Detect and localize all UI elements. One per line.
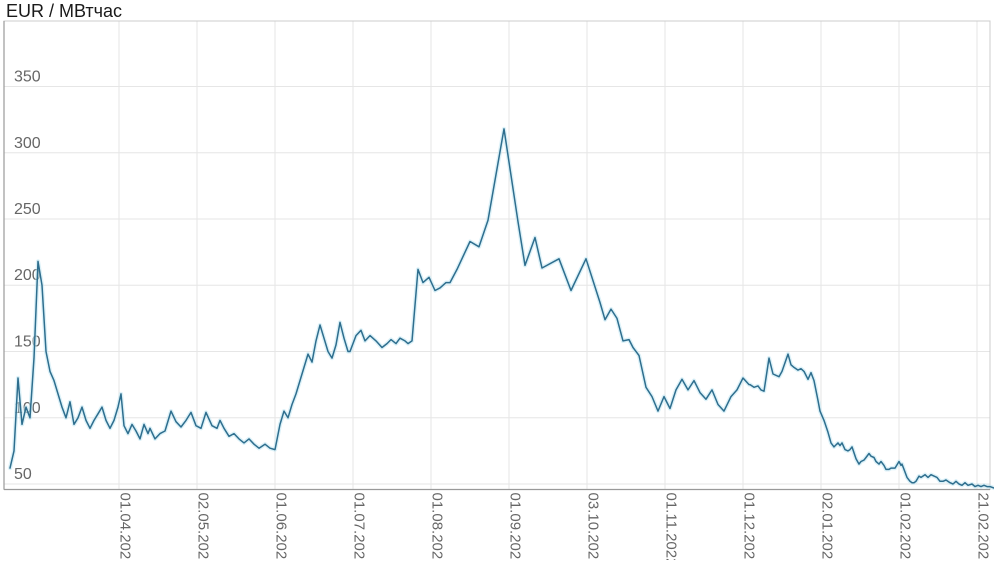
svg-text:01.04.2022: 01.04.2022: [117, 493, 134, 561]
svg-text:02.01.2023: 02.01.2023: [819, 493, 836, 561]
svg-text:01.12.2022: 01.12.2022: [741, 493, 758, 561]
svg-text:350: 350: [14, 69, 41, 86]
svg-text:300: 300: [14, 135, 41, 152]
svg-text:02.05.2022: 02.05.2022: [195, 493, 212, 561]
svg-text:01.11.2022: 01.11.2022: [663, 493, 680, 561]
svg-text:01.07.2022: 01.07.2022: [351, 493, 368, 561]
svg-text:250: 250: [14, 201, 41, 218]
svg-text:01.02.2023: 01.02.2023: [897, 493, 914, 561]
svg-text:01.09.2022: 01.09.2022: [507, 493, 524, 561]
svg-text:01.08.2022: 01.08.2022: [429, 493, 446, 561]
svg-text:01.06.2022: 01.06.2022: [273, 493, 290, 561]
svg-text:03.10.2022: 03.10.2022: [585, 493, 602, 561]
svg-text:21.02.2023: 21.02.2023: [975, 493, 992, 561]
svg-text:50: 50: [14, 466, 32, 483]
